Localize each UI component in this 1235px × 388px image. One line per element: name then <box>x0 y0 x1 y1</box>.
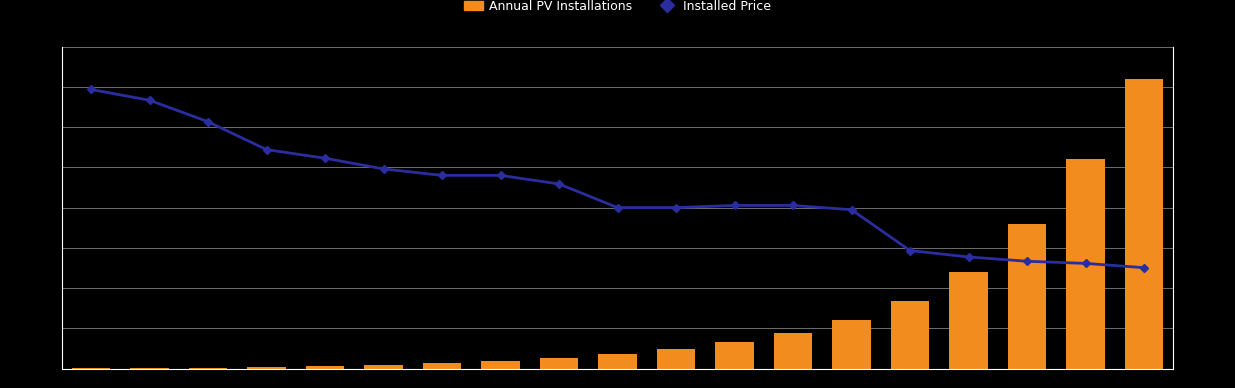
Bar <box>599 354 636 369</box>
Bar <box>950 272 988 369</box>
Bar <box>715 342 753 369</box>
Bar <box>1008 223 1046 369</box>
Bar <box>1125 79 1163 369</box>
Bar <box>774 333 813 369</box>
Bar <box>422 363 461 369</box>
Bar <box>890 301 929 369</box>
Legend: Annual PV Installations, Installed Price: Annual PV Installations, Installed Price <box>459 0 776 18</box>
Bar <box>189 368 227 369</box>
Bar <box>364 365 403 369</box>
Bar <box>540 358 578 369</box>
Bar <box>1067 159 1104 369</box>
Bar <box>131 368 168 369</box>
Bar <box>832 320 871 369</box>
Bar <box>247 367 285 369</box>
Bar <box>657 349 695 369</box>
Bar <box>482 360 520 369</box>
Bar <box>306 366 345 369</box>
